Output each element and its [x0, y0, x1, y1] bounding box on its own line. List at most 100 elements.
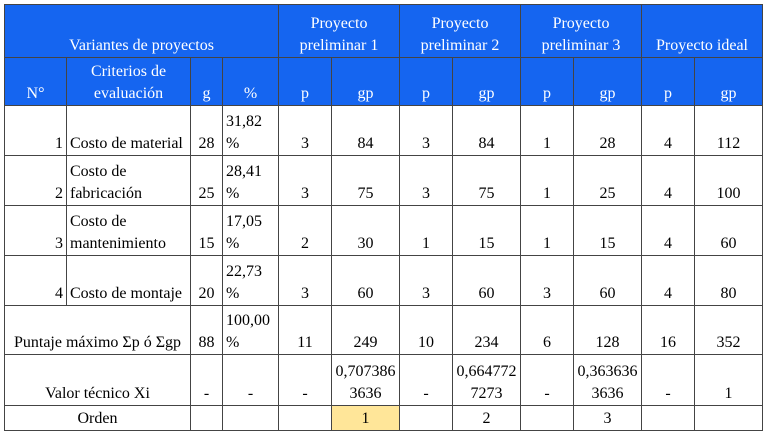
cell-gp1: 75: [331, 155, 400, 206]
cell-p2: 3: [399, 155, 453, 206]
weight-g: 20: [190, 255, 223, 306]
cell-p-ideal: 4: [641, 205, 695, 256]
row-number: 1: [4, 105, 67, 156]
total-label: Puntaje máximo Σp ó Σgp: [4, 305, 191, 355]
valor-p-ideal: -: [641, 354, 695, 406]
project-header-1: Proyecto preliminar 1: [278, 4, 400, 58]
table-row: 3 Costo de mantenimiento 15 17,05 % 2 30…: [4, 205, 763, 256]
empty-cell: [694, 405, 763, 431]
cell-gp1: 30: [331, 205, 400, 256]
empty-cell: [520, 405, 574, 431]
weight-g: 15: [190, 205, 223, 256]
cell-p1: 2: [278, 205, 332, 256]
orden-rank-1: 1: [331, 405, 400, 431]
valor-x2: 0,6647727273: [452, 354, 521, 406]
cell-p3: 1: [520, 205, 574, 256]
criterion-label: Costo de montaje: [66, 255, 191, 306]
total-g: 88: [190, 305, 223, 355]
total-p2: 10: [399, 305, 453, 355]
cell-p2: 3: [399, 255, 453, 306]
col-header-gp2: gp: [452, 57, 521, 106]
col-header-pct: %: [222, 57, 279, 106]
cell-p1: 3: [278, 255, 332, 306]
col-header-p1: p: [278, 57, 332, 106]
empty-cell: [222, 405, 279, 431]
table-row: 1 Costo de material 28 31,82 % 3 84 3 84…: [4, 105, 763, 156]
col-header-number: N°: [4, 57, 67, 106]
cell-gp3: 28: [573, 105, 642, 156]
cell-p2: 3: [399, 105, 453, 156]
cell-gp1: 84: [331, 105, 400, 156]
cell-gp3: 60: [573, 255, 642, 306]
valor-row: Valor técnico Xi - - - 0,7073863636 - 0,…: [4, 354, 763, 406]
cell-gp2: 84: [452, 105, 521, 156]
project-header-ideal: Proyecto ideal: [641, 4, 763, 58]
table-row: 4 Costo de montaje 20 22,73 % 3 60 3 60 …: [4, 255, 763, 306]
weight-pct: 22,73 %: [222, 255, 279, 306]
weight-g: 28: [190, 105, 223, 156]
cell-gp3: 25: [573, 155, 642, 206]
total-gp3: 128: [573, 305, 642, 355]
col-header-gp3: gp: [573, 57, 642, 106]
empty-cell: [278, 405, 332, 431]
col-header-gp1: gp: [331, 57, 400, 106]
valor-p3: -: [520, 354, 574, 406]
cell-p1: 3: [278, 155, 332, 206]
valor-p2: -: [399, 354, 453, 406]
cell-gp2: 75: [452, 155, 521, 206]
valor-x3: 0,3636363636: [573, 354, 642, 406]
cell-p3: 1: [520, 105, 574, 156]
empty-cell: [190, 405, 223, 431]
valor-p1: -: [278, 354, 332, 406]
cell-gp2: 60: [452, 255, 521, 306]
valor-g: -: [190, 354, 223, 406]
valor-x1: 0,7073863636: [331, 354, 400, 406]
orden-rank-3: 3: [573, 405, 642, 431]
empty-cell: [641, 405, 695, 431]
row-number: 4: [4, 255, 67, 306]
cell-p-ideal: 4: [641, 155, 695, 206]
total-p3: 6: [520, 305, 574, 355]
header-row-columns: N° Criterios de evaluación g % p gp p gp…: [4, 57, 763, 106]
empty-cell: [399, 405, 453, 431]
cell-gp-ideal: 80: [694, 255, 763, 306]
weight-pct: 31,82 %: [222, 105, 279, 156]
total-p-ideal: 16: [641, 305, 695, 355]
total-p1: 11: [278, 305, 332, 355]
valor-x-ideal: 1: [694, 354, 763, 406]
cell-p3: 3: [520, 255, 574, 306]
cell-p-ideal: 4: [641, 255, 695, 306]
orden-label: Orden: [4, 405, 191, 431]
cell-gp3: 15: [573, 205, 642, 256]
project-header-3: Proyecto preliminar 3: [520, 4, 642, 58]
criterion-label: Costo de fabricación: [66, 155, 191, 206]
project-header-2: Proyecto preliminar 2: [399, 4, 521, 58]
col-header-gp-ideal: gp: [694, 57, 763, 106]
criterion-label: Costo de mantenimiento: [66, 205, 191, 256]
total-gp2: 234: [452, 305, 521, 355]
criterion-label: Costo de material: [66, 105, 191, 156]
cell-gp-ideal: 100: [694, 155, 763, 206]
orden-row: Orden 1 2 3: [4, 405, 763, 431]
cell-p3: 1: [520, 155, 574, 206]
cell-gp-ideal: 60: [694, 205, 763, 256]
col-header-p3: p: [520, 57, 574, 106]
evaluation-table: Variantes de proyectos Proyecto prelimin…: [4, 4, 763, 431]
row-number: 2: [4, 155, 67, 206]
cell-p2: 1: [399, 205, 453, 256]
total-gp1: 249: [331, 305, 400, 355]
total-pct: 100,00 %: [222, 305, 279, 355]
table-row: 2 Costo de fabricación 25 28,41 % 3 75 3…: [4, 155, 763, 206]
weight-pct: 17,05 %: [222, 205, 279, 256]
total-row: Puntaje máximo Σp ó Σgp 88 100,00 % 11 2…: [4, 305, 763, 355]
orden-rank-2: 2: [452, 405, 521, 431]
col-header-p-ideal: p: [641, 57, 695, 106]
col-header-g: g: [190, 57, 223, 106]
valor-label: Valor técnico Xi: [4, 354, 191, 406]
row-number: 3: [4, 205, 67, 256]
total-gp-ideal: 352: [694, 305, 763, 355]
cell-p-ideal: 4: [641, 105, 695, 156]
col-header-criteria: Criterios de evaluación: [66, 57, 191, 106]
weight-pct: 28,41 %: [222, 155, 279, 206]
cell-p1: 3: [278, 105, 332, 156]
